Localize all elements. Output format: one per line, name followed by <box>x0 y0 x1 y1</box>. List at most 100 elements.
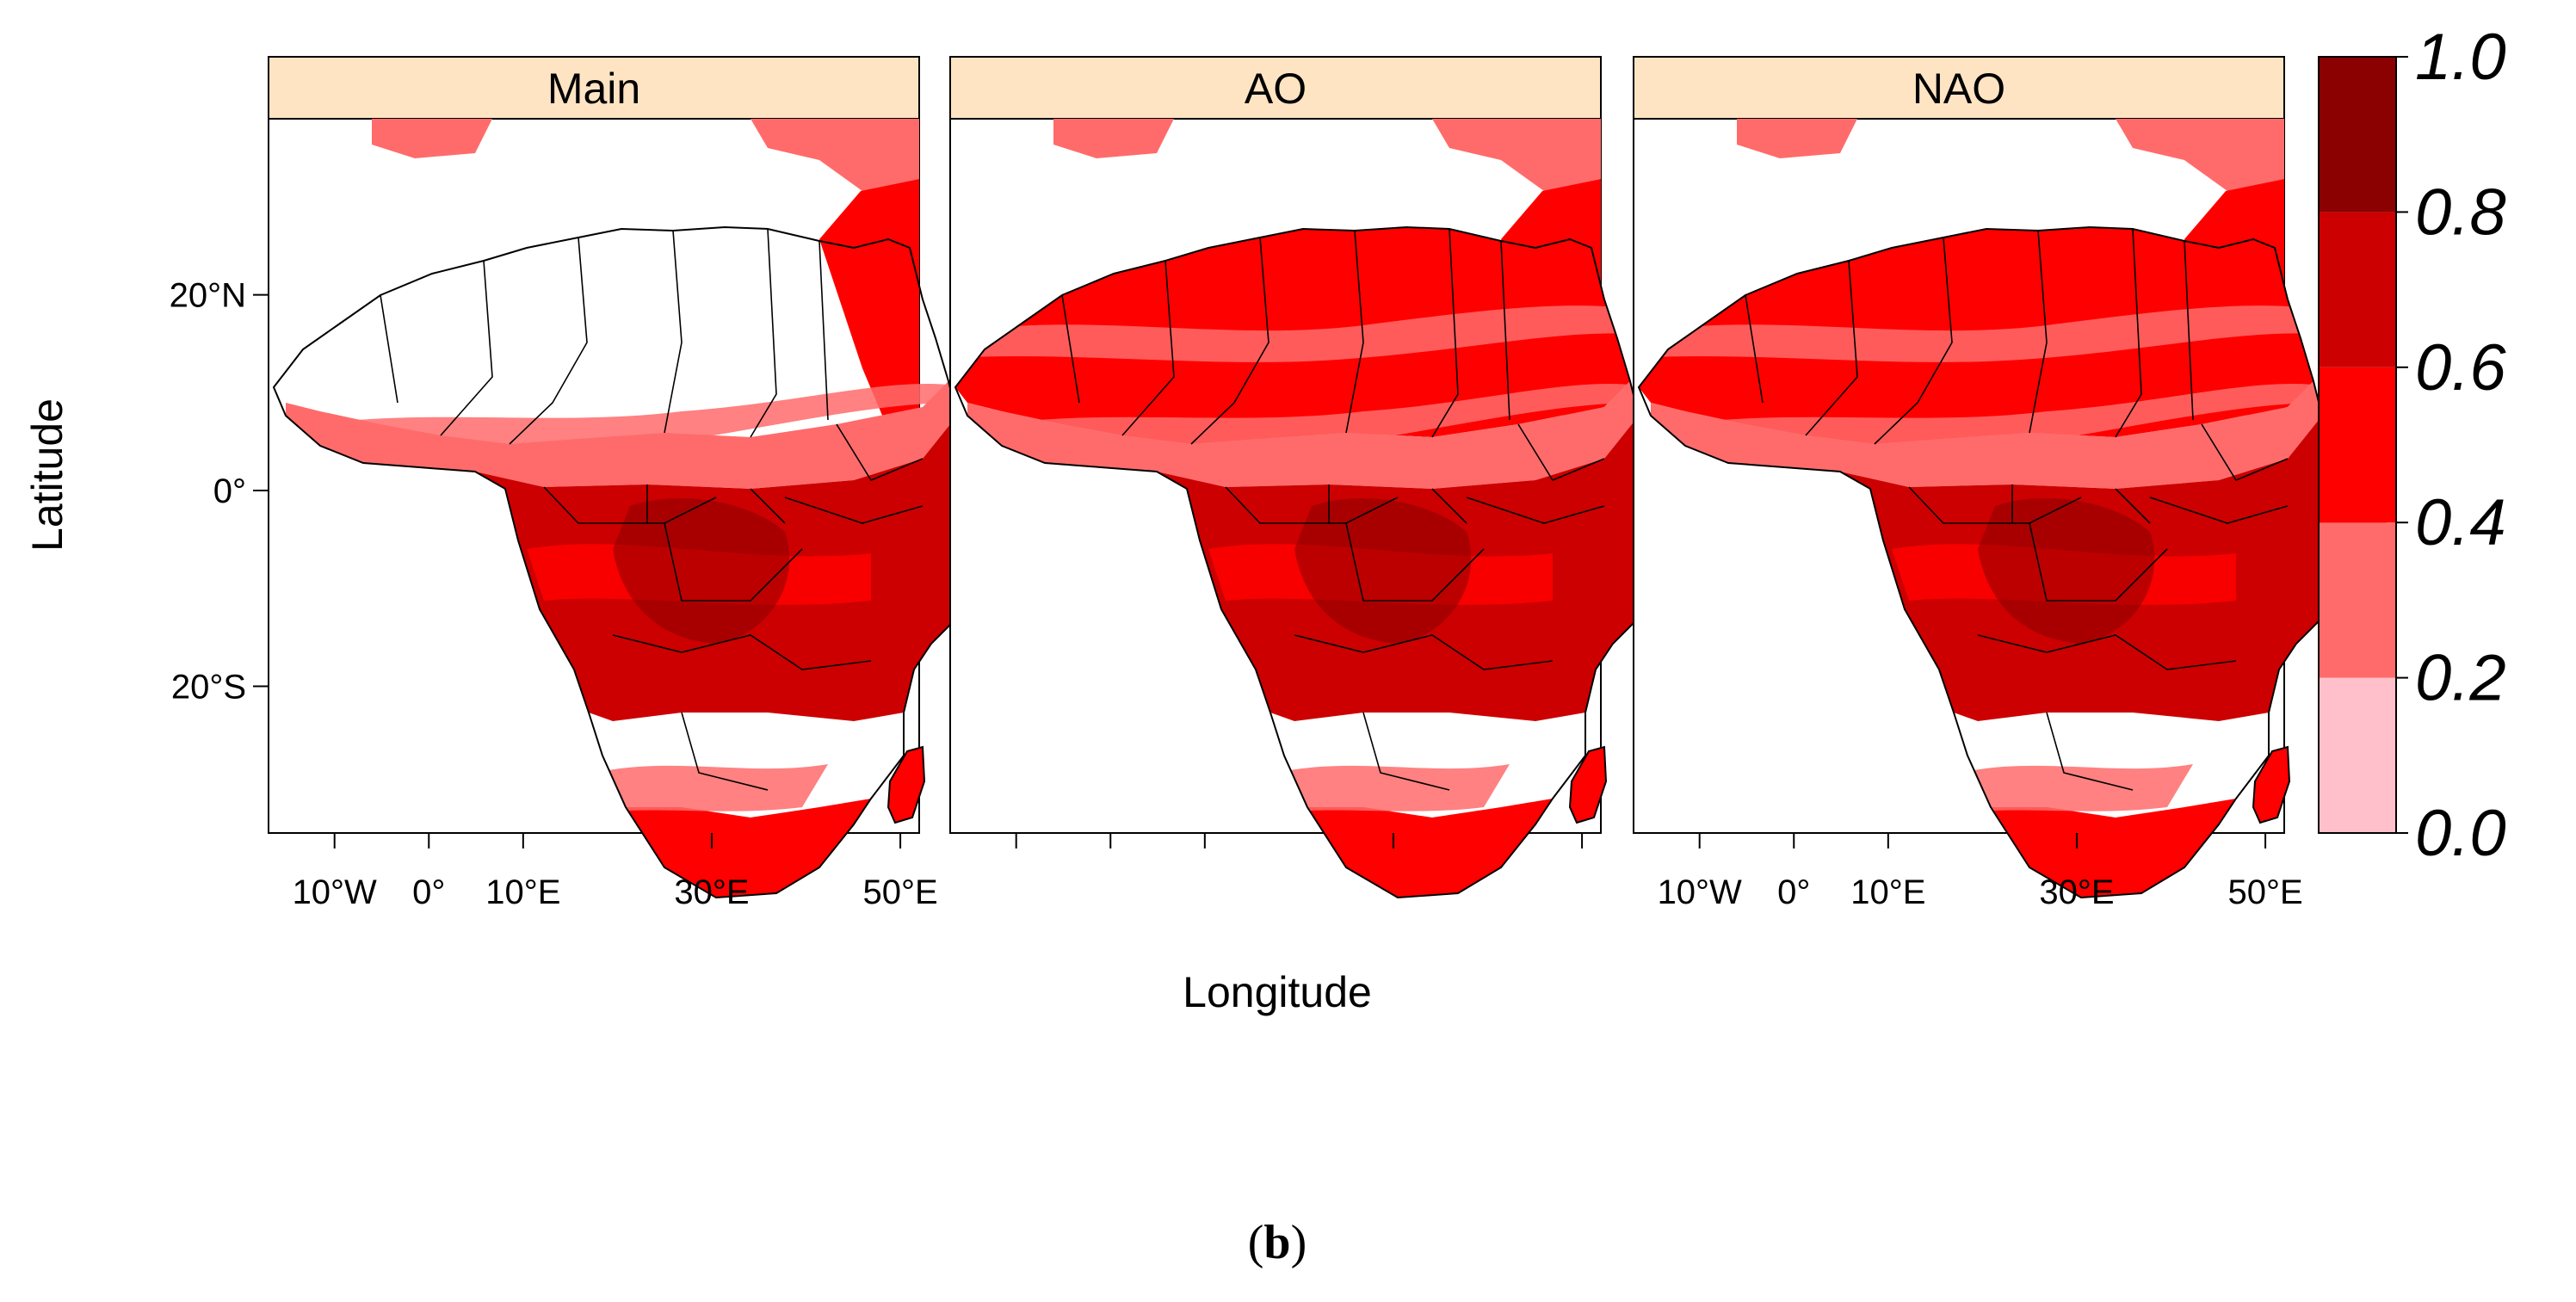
country-border <box>380 294 398 404</box>
country-border <box>612 634 872 670</box>
colorbar-label: 0.2 <box>2415 642 2506 715</box>
country-border <box>2029 522 2168 602</box>
y-tick-label: 0° <box>213 472 246 510</box>
x-tick-label: 10°E <box>485 873 560 911</box>
x-tick-label: 50°E <box>2228 873 2303 911</box>
map-panel-main: Main <box>268 56 1027 898</box>
country-border <box>1294 634 1554 670</box>
country-border <box>1517 423 1605 482</box>
country-border <box>440 260 493 436</box>
colorbar-swatch <box>2319 522 2396 678</box>
x-tick-label: 0° <box>412 873 445 911</box>
colorbar-label: 0.4 <box>2415 486 2506 559</box>
colorbar: 0.0 0.2 0.4 0.6 0.8 1.0 <box>2318 21 2506 870</box>
x-tick-label: 10°W <box>293 873 377 911</box>
colorbar-swatch <box>2319 57 2396 213</box>
country-border <box>1225 486 1399 524</box>
africa-fills <box>955 227 1708 898</box>
x-tick-label: 50°E <box>863 873 938 911</box>
y-tick-label: 20°N <box>170 277 246 315</box>
madagascar-fill <box>1570 747 1606 823</box>
madagascar-outline <box>886 745 926 824</box>
country-border <box>1431 228 1459 438</box>
country-border <box>1345 522 1485 602</box>
country-border <box>2046 712 2134 791</box>
country-border <box>1061 294 1080 404</box>
country-border <box>2029 230 2048 434</box>
country-border <box>1362 712 1450 791</box>
madagascar-outline <box>2252 745 2291 824</box>
contour-band <box>596 764 828 811</box>
europe-fill <box>1053 119 1601 191</box>
x-tick-label: 0° <box>1777 873 1810 911</box>
country-border <box>681 712 769 791</box>
panel-strip-label: AO <box>1245 65 1307 113</box>
sahel-belt-fill <box>1651 381 2322 489</box>
country-border <box>1805 260 1858 436</box>
africa-fills <box>1639 227 2391 898</box>
x-tick-label: 10°E <box>1850 873 1925 911</box>
colorbar-label: 0.8 <box>2415 176 2506 249</box>
panel-strip-label: NAO <box>1912 65 2005 113</box>
country-border <box>1121 260 1175 436</box>
sahel-belt-fill <box>967 381 1639 489</box>
caption-open: ( <box>1248 1216 1264 1269</box>
madagascar-outline <box>1568 745 1608 824</box>
map-panel-ao: AO <box>949 56 1708 898</box>
country-border <box>2115 488 2151 524</box>
country-border <box>1745 294 1764 404</box>
country-border <box>2184 240 2194 421</box>
europe-fill <box>1737 119 2284 191</box>
figure-caption: (b) <box>1248 1216 1307 1269</box>
colorbar-swatch <box>2319 212 2396 367</box>
colorbar-frame <box>2318 56 2397 834</box>
contour-core <box>613 498 790 644</box>
contour-band <box>1961 764 2193 811</box>
x-tick-label: 10°W <box>1658 873 1742 911</box>
country-border <box>784 497 924 524</box>
country-border <box>1977 634 2237 670</box>
country-border <box>1500 240 1510 421</box>
contour-band <box>1639 305 2322 362</box>
country-border <box>543 486 717 524</box>
contour-core <box>1294 498 1472 644</box>
colorbar-label: 0.0 <box>2415 797 2506 870</box>
colorbar-label: 1.0 <box>2415 21 2506 94</box>
contour-core <box>1978 498 2155 644</box>
country-border <box>750 488 786 524</box>
axes-layer: 10°W 0° 10°E 30°E 50°E 20°N 0° 20°S 10°W 0° 10°E 30… <box>170 277 2303 911</box>
country-border <box>1190 237 1269 445</box>
panel-strip <box>1633 56 2285 120</box>
contour-band <box>1277 764 1510 811</box>
sahel-belt-fill <box>286 381 957 489</box>
contour-band <box>1639 384 2322 451</box>
colorbar-swatch <box>2319 367 2396 523</box>
caption-close: ) <box>1291 1216 1307 1269</box>
madagascar-fill <box>888 747 924 823</box>
country-border <box>1908 486 2082 524</box>
country-border <box>1431 488 1467 524</box>
caption-letter: b <box>1263 1216 1290 1269</box>
panel-strip-label: Main <box>547 65 640 113</box>
x-tick-label: 30°E <box>2039 873 2114 911</box>
country-border <box>664 230 683 434</box>
country-border <box>750 228 777 438</box>
country-border <box>836 423 924 482</box>
country-border <box>664 522 803 602</box>
country-border <box>1466 497 1605 524</box>
contour-band <box>955 305 1639 362</box>
contour-band <box>955 384 1639 451</box>
country-border <box>1345 230 1364 434</box>
country-border <box>2115 228 2142 438</box>
country-border <box>509 237 588 445</box>
y-axis-title: Latitude <box>23 398 71 552</box>
country-border <box>2149 497 2289 524</box>
contour-band <box>274 384 957 451</box>
country-border <box>819 240 829 421</box>
africa-fills <box>274 381 1026 898</box>
madagascar-fill <box>2253 747 2289 823</box>
country-border <box>1874 237 1953 445</box>
x-tick-label: 30°E <box>674 873 749 911</box>
colorbar-swatch <box>2319 677 2396 833</box>
